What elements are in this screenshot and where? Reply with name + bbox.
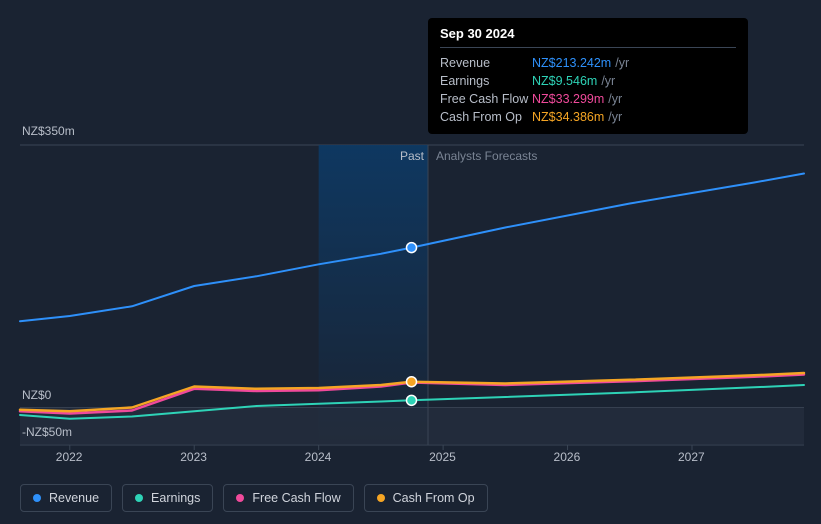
tooltip-row-revenue: Revenue NZ$213.242m /yr [440,54,736,72]
tooltip-row-unit: /yr [608,90,622,108]
tooltip-row-value: NZ$34.386m [532,108,604,126]
legend-item-fcf[interactable]: Free Cash Flow [223,484,353,512]
tooltip-row-value: NZ$213.242m [532,54,611,72]
legend-item-cfo[interactable]: Cash From Op [364,484,488,512]
legend-item-earnings[interactable]: Earnings [122,484,213,512]
x-tick-label: 2023 [180,450,207,464]
x-tick-label: 2022 [56,450,83,464]
tooltip-row-fcf: Free Cash Flow NZ$33.299m /yr [440,90,736,108]
past-label: Past [400,149,424,163]
tooltip-row-unit: /yr [608,108,622,126]
chart-legend: Revenue Earnings Free Cash Flow Cash Fro… [20,484,488,512]
y-tick-label: NZ$0 [22,388,51,402]
tooltip-row-label: Revenue [440,54,532,72]
tooltip-row-cfo: Cash From Op NZ$34.386m /yr [440,108,736,126]
tooltip-row-unit: /yr [601,72,615,90]
tooltip-row-value: NZ$33.299m [532,90,604,108]
legend-dot [135,494,143,502]
legend-dot [33,494,41,502]
legend-item-revenue[interactable]: Revenue [20,484,112,512]
y-tick-label: -NZ$50m [22,425,72,439]
tooltip-row-label: Cash From Op [440,108,532,126]
x-tick-label: 2026 [554,450,581,464]
tooltip-row-unit: /yr [615,54,629,72]
tooltip-row-value: NZ$9.546m [532,72,597,90]
legend-label: Cash From Op [393,491,475,505]
chart-tooltip: Sep 30 2024 Revenue NZ$213.242m /yr Earn… [428,18,748,134]
forecast-label: Analysts Forecasts [436,149,537,163]
legend-label: Free Cash Flow [252,491,340,505]
legend-label: Revenue [49,491,99,505]
legend-label: Earnings [151,491,200,505]
tooltip-row-earnings: Earnings NZ$9.546m /yr [440,72,736,90]
tooltip-row-label: Free Cash Flow [440,90,532,108]
x-tick-label: 2024 [305,450,332,464]
x-tick-label: 2025 [429,450,456,464]
y-tick-label: NZ$350m [22,124,75,138]
chart-container: NZ$350m NZ$0 -NZ$50m Past Analysts Forec… [0,0,821,524]
tooltip-row-label: Earnings [440,72,532,90]
x-tick-label: 2027 [678,450,705,464]
legend-dot [236,494,244,502]
tooltip-title: Sep 30 2024 [440,26,736,48]
legend-dot [377,494,385,502]
